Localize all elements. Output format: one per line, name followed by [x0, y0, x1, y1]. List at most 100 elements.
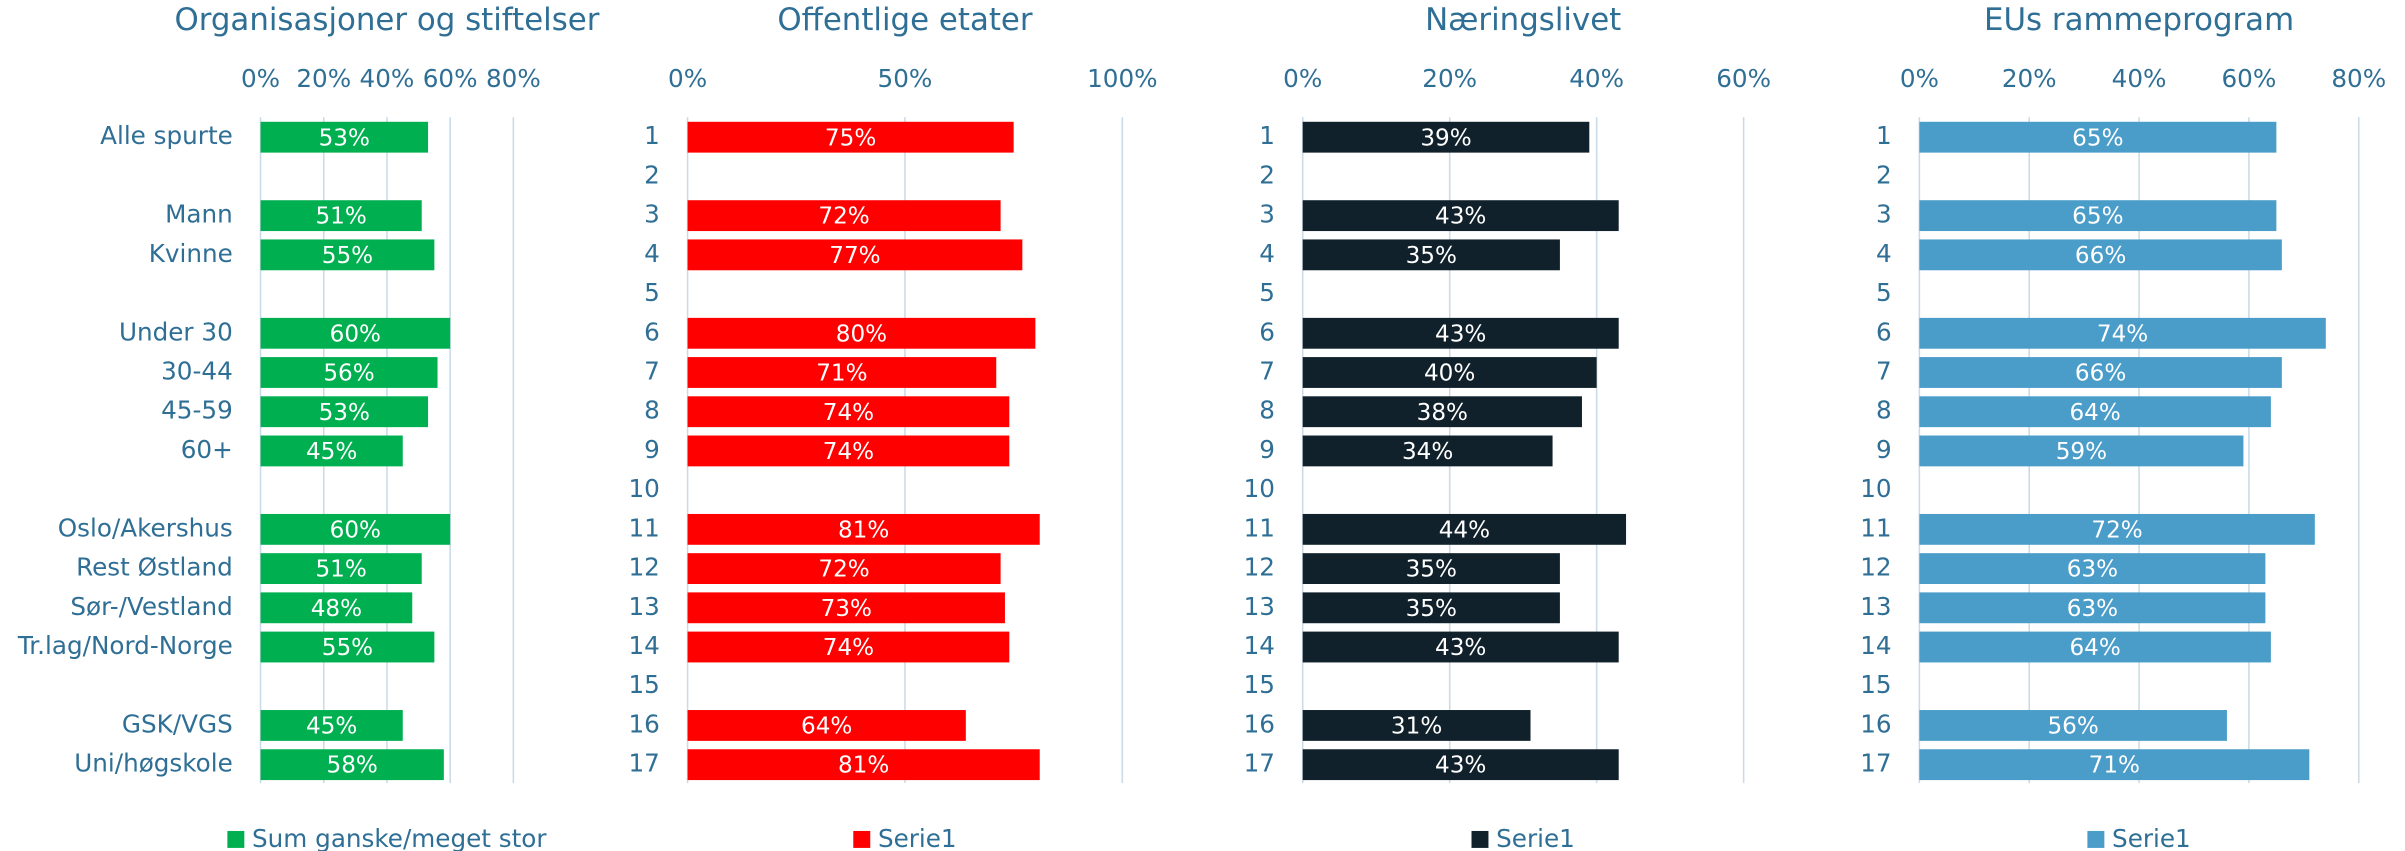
- y-tick-label: 45-59: [161, 396, 233, 425]
- y-tick-label: 2: [1259, 160, 1275, 189]
- bar: [687, 396, 1010, 428]
- y-tick-label: Tr.lag/Nord-Norge: [17, 631, 233, 660]
- bar: [260, 239, 435, 271]
- value-label: 38%: [1417, 400, 1468, 426]
- y-tick-label: 6: [1876, 317, 1892, 346]
- bar: [1919, 513, 2315, 545]
- y-tick-label: 9: [1876, 435, 1892, 464]
- bar: [260, 749, 444, 781]
- value-label: 80%: [836, 321, 887, 347]
- value-label: 51%: [315, 557, 366, 583]
- y-tick-label: 10: [628, 474, 659, 503]
- bar: [687, 239, 1023, 271]
- y-tick-label: 2: [1876, 160, 1892, 189]
- y-tick-label: 60+: [181, 435, 233, 464]
- value-label: 55%: [322, 243, 373, 269]
- y-tick-label: 15: [1860, 670, 1891, 699]
- x-tick-label: 40%: [1569, 64, 1624, 93]
- y-tick-label: 1: [1876, 121, 1892, 150]
- legend-swatch: [2087, 830, 2105, 848]
- value-label: 71%: [2089, 753, 2140, 779]
- y-tick-label: 8: [1259, 396, 1275, 425]
- y-tick-label: Rest Østland: [76, 553, 233, 582]
- value-label: 64%: [2069, 400, 2120, 426]
- value-label: 45%: [306, 439, 357, 465]
- y-tick-label: 1: [1259, 121, 1275, 150]
- value-label: 75%: [825, 125, 876, 151]
- value-label: 51%: [315, 204, 366, 230]
- x-tick-label: 40%: [360, 64, 415, 93]
- bar: [687, 631, 1010, 663]
- x-tick-label: 20%: [1422, 64, 1477, 93]
- y-tick-label: 10: [1244, 474, 1275, 503]
- value-label: 65%: [2072, 125, 2123, 151]
- y-tick-label: 12: [1244, 553, 1275, 582]
- bar: [1919, 200, 2277, 232]
- x-tick-label: 0%: [668, 64, 707, 93]
- x-tick-label: 20%: [2002, 64, 2057, 93]
- x-tick-label: 80%: [486, 64, 541, 93]
- y-tick-label: 7: [644, 357, 660, 386]
- bar: [1919, 749, 2310, 781]
- legend-swatch: [853, 830, 871, 848]
- y-tick-label: 15: [1244, 670, 1275, 699]
- bar: [1919, 710, 2227, 741]
- y-tick-label: 16: [628, 709, 659, 738]
- value-label: 56%: [323, 361, 374, 387]
- y-tick-label: 4: [644, 239, 660, 268]
- bar: [1919, 631, 2271, 663]
- legend-swatch: [227, 830, 245, 848]
- y-tick-label: 11: [1860, 513, 1891, 542]
- y-tick-label: 1: [644, 121, 660, 150]
- y-tick-label: 10: [1860, 474, 1891, 503]
- chart-title: Offentlige etater: [777, 2, 1033, 38]
- bar: [1302, 121, 1590, 153]
- value-label: 53%: [319, 400, 370, 426]
- x-tick-label: 100%: [1087, 64, 1158, 93]
- y-tick-label: Mann: [165, 200, 233, 229]
- bar: [260, 435, 403, 467]
- x-tick-label: 60%: [2222, 64, 2277, 93]
- value-label: 59%: [2056, 439, 2107, 465]
- bar: [1919, 553, 2266, 585]
- value-label: 64%: [2069, 635, 2120, 661]
- x-tick-label: 20%: [296, 64, 351, 93]
- bar: [260, 710, 403, 741]
- value-label: 58%: [327, 753, 378, 779]
- bar: [1302, 513, 1627, 545]
- y-tick-label: 5: [1876, 278, 1892, 307]
- value-label: 35%: [1406, 557, 1457, 583]
- x-tick-label: 0%: [1283, 64, 1322, 93]
- bar: [687, 710, 966, 741]
- value-label: 64%: [801, 713, 852, 739]
- value-label: 44%: [1439, 517, 1490, 543]
- value-label: 72%: [2091, 517, 2142, 543]
- legend-label: Serie1: [2112, 824, 2191, 851]
- y-tick-label: 30-44: [161, 357, 233, 386]
- y-tick-label: 12: [1860, 553, 1891, 582]
- y-tick-label: 13: [1244, 592, 1275, 621]
- value-label: 71%: [816, 361, 867, 387]
- bar: [1919, 317, 2326, 349]
- bar: [1302, 710, 1531, 741]
- y-tick-label: 11: [1244, 513, 1275, 542]
- value-label: 74%: [823, 439, 874, 465]
- value-label: 39%: [1420, 125, 1471, 151]
- bar: [1302, 357, 1597, 388]
- bar: [687, 357, 997, 388]
- value-label: 48%: [311, 596, 362, 622]
- y-tick-label: 16: [1244, 709, 1275, 738]
- y-tick-label: 8: [644, 396, 660, 425]
- y-tick-label: Under 30: [119, 317, 233, 346]
- value-label: 74%: [2097, 321, 2148, 347]
- y-tick-label: 17: [1244, 749, 1275, 778]
- value-label: 56%: [2047, 713, 2098, 739]
- value-label: 60%: [330, 321, 381, 347]
- y-tick-label: Sør-/Vestland: [70, 592, 232, 621]
- value-label: 43%: [1435, 635, 1486, 661]
- y-tick-label: 9: [644, 435, 660, 464]
- y-tick-label: 9: [1259, 435, 1275, 464]
- bar: [1919, 435, 2244, 467]
- bar: [1919, 239, 2282, 271]
- chart-title: Næringslivet: [1425, 2, 1621, 38]
